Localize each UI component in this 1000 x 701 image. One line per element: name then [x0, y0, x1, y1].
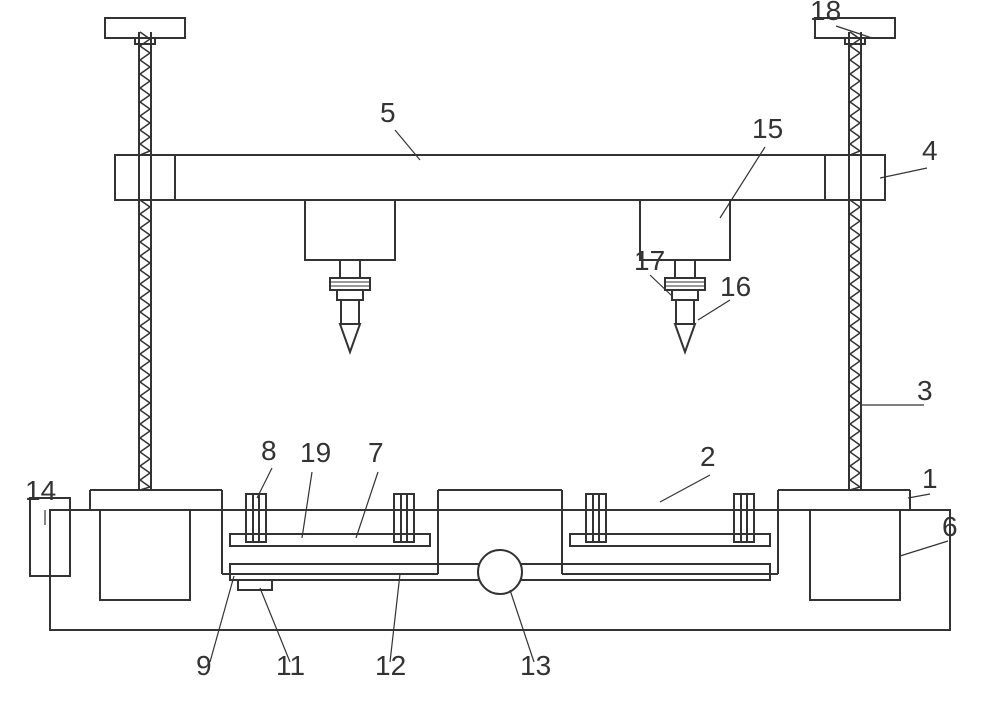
- callout-label: 11: [276, 650, 305, 681]
- threaded-rod: [850, 32, 860, 155]
- leader-line: [836, 26, 872, 38]
- callout-label: 17: [634, 245, 665, 276]
- drill-tip: [340, 324, 360, 352]
- callout-label: 18: [810, 0, 841, 26]
- callout-label: 12: [375, 650, 406, 681]
- motor-box-right: [810, 510, 900, 600]
- leader-line: [900, 541, 948, 556]
- callout-label: 9: [196, 650, 212, 681]
- crossbar: [115, 155, 885, 200]
- leader-line: [356, 472, 378, 538]
- callout-label: 1: [922, 463, 938, 494]
- drill-tip: [675, 324, 695, 352]
- callout-label: 16: [720, 271, 751, 302]
- ball-node: [478, 550, 522, 594]
- callout-label: 8: [261, 435, 277, 466]
- leader-line: [720, 147, 765, 218]
- leader-line: [210, 576, 234, 662]
- leader-line: [908, 494, 930, 498]
- leader-line: [698, 300, 730, 320]
- callout-label: 2: [700, 441, 716, 472]
- leader-line: [660, 475, 710, 502]
- threaded-rod: [140, 32, 150, 155]
- callout-label: 15: [752, 113, 783, 144]
- drill-head-box: [305, 200, 395, 260]
- callout-label: 3: [917, 375, 933, 406]
- callout-label: 14: [25, 475, 56, 506]
- diagram-canvas: 18 5 15 4 17 16 3 2 16 14 8 19 7 9 11 12 13: [0, 0, 1000, 701]
- callout-label: 19: [300, 437, 331, 468]
- callout-label: 7: [368, 437, 384, 468]
- callout-label: 4: [922, 135, 938, 166]
- callout-label: 5: [380, 97, 396, 128]
- callout-label: 6: [942, 511, 958, 542]
- callout-label: 13: [520, 650, 551, 681]
- motor-box-left: [100, 510, 190, 600]
- leader-line: [390, 574, 400, 662]
- leader-line: [880, 168, 927, 178]
- leader-line: [302, 472, 312, 538]
